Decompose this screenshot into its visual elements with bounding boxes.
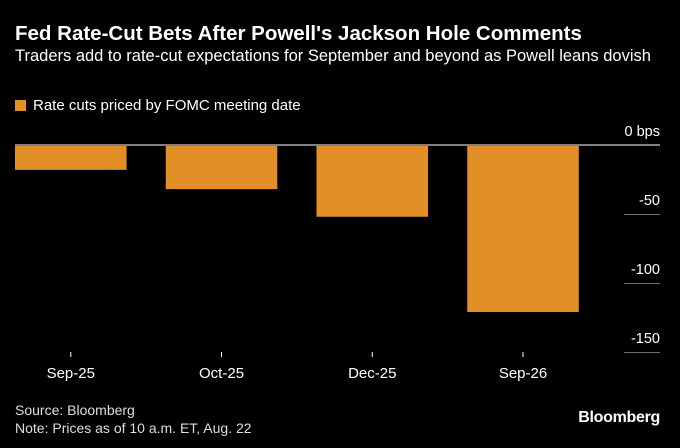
y-tick-label: -150 [631, 331, 660, 347]
legend: Rate cuts priced by FOMC meeting date [15, 97, 301, 114]
x-tick-label: Sep-25 [47, 365, 95, 382]
source-note: Source: Bloomberg [15, 402, 135, 418]
y-tick-label: 0 bps [625, 124, 660, 140]
y-tick-label: -50 [639, 193, 660, 209]
x-tick-label: Dec-25 [348, 365, 396, 382]
chart-title: Fed Rate-Cut Bets After Powell's Jackson… [15, 22, 582, 45]
y-tick-label: -100 [631, 262, 660, 278]
chart-subtitle: Traders add to rate-cut expectations for… [15, 47, 651, 65]
prices-note: Note: Prices as of 10 a.m. ET, Aug. 22 [15, 420, 252, 436]
x-tick-label: Oct-25 [199, 365, 244, 382]
x-tick-label: Sep-26 [499, 365, 547, 382]
bloomberg-logo: Bloomberg [578, 409, 660, 426]
bar [165, 146, 278, 190]
chart-footer: Source: Bloomberg Note: Prices as of 10 … [15, 401, 252, 437]
legend-label: Rate cuts priced by FOMC meeting date [33, 97, 301, 114]
legend-swatch [15, 100, 26, 111]
bar [467, 146, 579, 312]
bar [15, 146, 127, 170]
bar [316, 146, 429, 217]
